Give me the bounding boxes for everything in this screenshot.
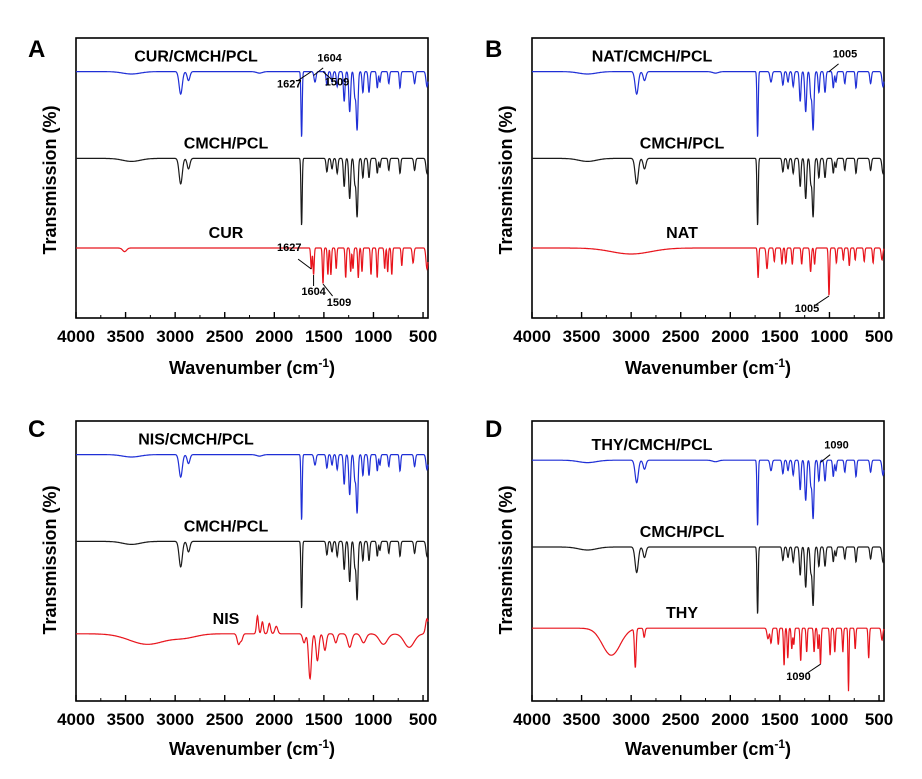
x-tick-label: 1500 (761, 327, 799, 346)
y-axis-label: Transmission (%) (40, 105, 60, 254)
series-cur (76, 247, 429, 284)
series-label: CMCH/PCL (640, 524, 725, 541)
x-tick-label: 3500 (107, 327, 145, 346)
x-tick-label: 2500 (206, 327, 244, 346)
annotation-pointer (807, 663, 821, 674)
x-axis-label: Wavenumber (cm-1) (625, 356, 791, 378)
series-cmch-pcl (532, 546, 885, 614)
x-tick-label: 2000 (255, 710, 293, 729)
x-tick-label: 1500 (305, 327, 343, 346)
annotation-pointer (828, 63, 839, 72)
plot-frame (75, 37, 429, 319)
x-tick-label: 3500 (563, 710, 601, 729)
x-tick-label: 2000 (255, 327, 293, 346)
series-cmch-pcl (532, 157, 885, 226)
x-tick-label: 500 (865, 327, 893, 346)
annotation-pointer (322, 71, 332, 80)
x-tick-label: 1000 (355, 327, 393, 346)
x-tick-label: 1500 (761, 710, 799, 729)
x-tick-label: 4000 (57, 710, 95, 729)
series-cmch-pcl (76, 540, 429, 609)
x-tick-label: 2000 (711, 710, 749, 729)
x-tick-label: 1000 (811, 710, 849, 729)
panel-letter: A (28, 36, 45, 63)
series-nat (532, 247, 885, 296)
annotation-label: 1509 (327, 297, 351, 309)
annotation-label: 1090 (786, 671, 810, 683)
x-tick-label: 3000 (156, 710, 194, 729)
plot-frame (75, 420, 429, 702)
y-axis-label: Transmission (%) (496, 105, 516, 254)
series-label: CUR/CMCH/PCL (134, 49, 258, 66)
series-nat-cmch-pcl (532, 71, 885, 137)
x-tick-label: 2000 (711, 327, 749, 346)
x-tick-label: 2500 (662, 710, 700, 729)
panel-letter: B (485, 36, 502, 63)
x-tick-label: 500 (865, 710, 893, 729)
annotation-label: 1509 (325, 77, 349, 89)
x-tick-label: 4000 (513, 327, 551, 346)
x-axis-label: Wavenumber (cm-1) (625, 737, 791, 759)
series-label: THY (666, 605, 698, 622)
panel-letter: D (485, 416, 502, 443)
y-axis-label: Transmission (%) (40, 485, 60, 634)
x-tick-label: 1000 (811, 327, 849, 346)
annotation-label: 1627 (277, 79, 301, 91)
x-tick-label: 3000 (612, 710, 650, 729)
series-nis (76, 614, 429, 681)
x-tick-label: 500 (409, 327, 437, 346)
series-thy (532, 627, 885, 692)
annotation-label: 1627 (277, 242, 301, 254)
series-label: NIS (213, 611, 240, 628)
annotation-pointer (297, 71, 312, 81)
panel-b: B 4000 3500 3000 2500 2000 1500 1000 500 Wavenumb… (485, 36, 893, 378)
annotation-pointer (297, 258, 312, 270)
series-label: NIS/CMCH/PCL (138, 432, 254, 449)
x-tick-label: 4000 (513, 710, 551, 729)
series-cmch-pcl (76, 157, 429, 226)
panel-c: C 4000 3500 3000 2500 2000 1500 1000 500 Wavenumb… (28, 416, 437, 759)
panel-letter: C (28, 416, 45, 443)
x-tick-label: 2500 (662, 327, 700, 346)
series-label: CUR (209, 225, 244, 242)
annotation-label: 1090 (824, 439, 848, 451)
x-axis-label: Wavenumber (cm-1) (169, 737, 335, 759)
plot-frame (531, 420, 885, 702)
x-axis-label: Wavenumber (cm-1) (169, 356, 335, 378)
annotation-pointer (313, 67, 324, 76)
panel-a: A 4000 3500 3000 2500 2000 1500 1000 500 Wavenumb… (28, 36, 437, 378)
series-cur-cmch-pcl (76, 71, 429, 137)
series-label: CMCH/PCL (184, 135, 269, 152)
series-nis-cmch-pcl (76, 454, 429, 520)
x-tick-label: 1500 (305, 710, 343, 729)
series-label: NAT/CMCH/PCL (592, 49, 713, 66)
annotation-pointer (322, 283, 333, 297)
x-tick-label: 3500 (107, 710, 145, 729)
x-tick-label: 500 (409, 710, 437, 729)
annotation-label: 1604 (301, 286, 326, 298)
annotation-label: 1604 (317, 53, 342, 65)
annotation-pointer (815, 295, 830, 306)
annotation-pointer (820, 454, 831, 463)
x-tick-label: 4000 (57, 327, 95, 346)
annotation-label: 1005 (833, 49, 857, 61)
plot-frame (531, 37, 885, 319)
series-thy-cmch-pcl (532, 459, 885, 526)
annotation-label: 1005 (795, 303, 819, 315)
series-label: CMCH/PCL (640, 135, 725, 152)
panel-d: D 4000 3500 3000 2500 2000 1500 1000 500 Wavenumb… (485, 416, 893, 759)
series-label: NAT (666, 225, 698, 242)
x-tick-label: 3000 (156, 327, 194, 346)
x-tick-label: 3000 (612, 327, 650, 346)
x-tick-label: 1000 (355, 710, 393, 729)
series-label: THY/CMCH/PCL (592, 437, 713, 454)
series-label: CMCH/PCL (184, 518, 269, 535)
x-tick-label: 2500 (206, 710, 244, 729)
x-tick-label: 3500 (563, 327, 601, 346)
y-axis-label: Transmission (%) (496, 485, 516, 634)
